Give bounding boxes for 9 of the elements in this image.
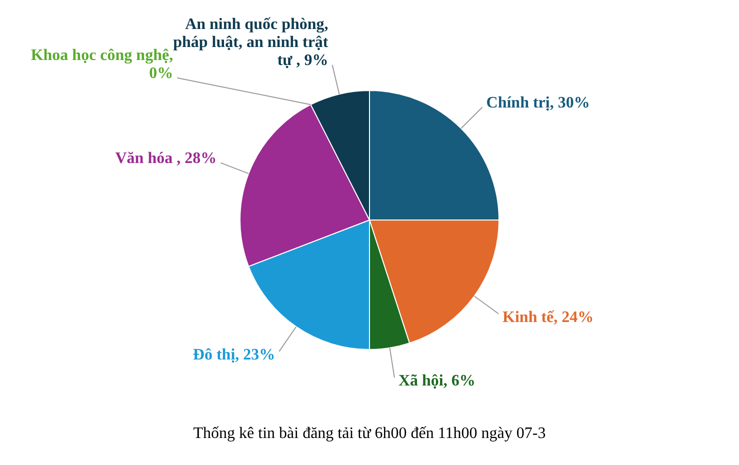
text: Thống kê tin bài đăng tải từ 6h00 đến 11h00 ngày 07-3 bbox=[192, 425, 547, 443]
slice-label: Kinh tế, 24% bbox=[502, 308, 594, 326]
slice-label: Văn hóa , 28% bbox=[115, 150, 217, 167]
slice-label: Chính trị, 30% bbox=[486, 94, 590, 112]
text: 0% bbox=[149, 65, 174, 82]
slice-label: Đô thị, 23% bbox=[192, 346, 276, 364]
slice-label: An ninh quốc phòng, pháp luật, an ninh trật tự , 9% bbox=[173, 16, 329, 70]
category-label: Khoa học công nghệ, bbox=[30, 47, 174, 64]
slice-label: Xã hội, 6% bbox=[398, 372, 476, 390]
